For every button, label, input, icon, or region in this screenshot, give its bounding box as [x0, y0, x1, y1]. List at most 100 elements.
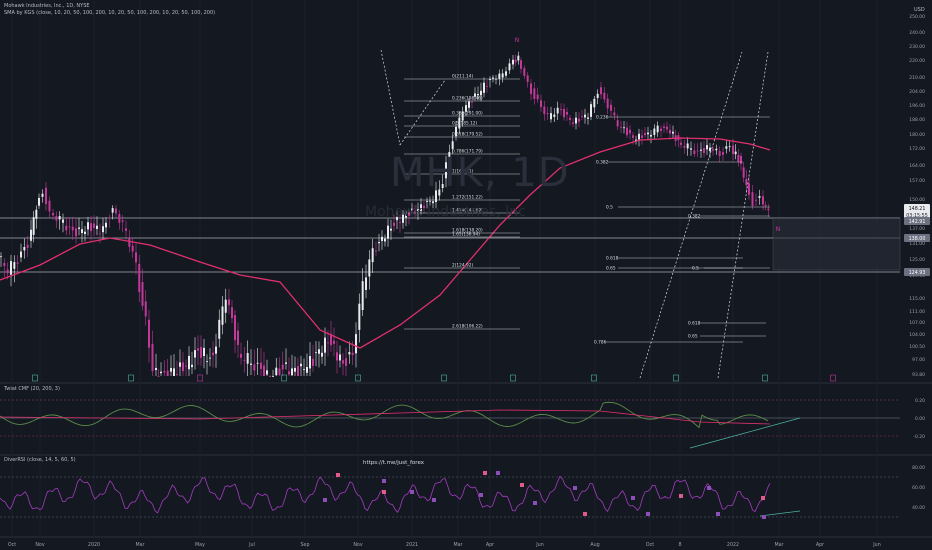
- candle-body: [93, 223, 95, 228]
- candle-body: [179, 362, 181, 367]
- candle-body: [231, 307, 233, 319]
- candle-body: [751, 192, 754, 206]
- event-marker: [441, 374, 447, 382]
- fib-level-label: 0.382(191.00): [452, 111, 483, 117]
- candle-body: [32, 217, 35, 235]
- countdown-badge: 03:15:55: [906, 213, 928, 219]
- candle-body: [68, 226, 71, 228]
- candle-body: [660, 128, 662, 132]
- candle-body: [10, 261, 12, 275]
- fib-level-label: 2(124.92): [452, 263, 473, 269]
- candle-body: [486, 85, 488, 87]
- telegram-link[interactable]: https://t.me/just_forex: [363, 460, 424, 466]
- candle-body: [748, 183, 750, 195]
- candle-body: [125, 228, 127, 231]
- candle-body: [477, 93, 479, 96]
- candle-body: [288, 371, 290, 375]
- divergence-marker: [762, 515, 766, 519]
- price-tick: 137.00: [909, 226, 925, 232]
- fib-right-label: 0.618: [688, 321, 701, 327]
- cmf-tick: -0.20: [913, 434, 925, 440]
- candle-body: [62, 219, 64, 223]
- divergence-marker: [573, 486, 577, 490]
- fib-level-label: 1.272(151.22): [452, 195, 483, 201]
- candle-body: [445, 162, 447, 179]
- projection-box: [772, 217, 901, 271]
- candle-body: [321, 352, 323, 357]
- candle-body: [566, 111, 568, 115]
- candle-body: [703, 148, 705, 153]
- candle-body: [501, 73, 504, 78]
- price-tick: 93.80: [912, 372, 925, 378]
- fib-level-label: 0.618(179.52): [452, 132, 483, 138]
- pattern-label-top: N: [515, 37, 520, 44]
- watermark-ticker: MHK, 1D: [390, 150, 570, 196]
- candle-body: [520, 60, 522, 69]
- candle-body: [718, 151, 721, 157]
- candle-body: [492, 77, 494, 79]
- cmf-indicator-label[interactable]: Twiat CMF (20, 200, 3): [4, 386, 60, 392]
- divergence-marker: [583, 512, 587, 516]
- candle-body: [250, 363, 252, 365]
- candle-body: [553, 114, 556, 117]
- candle-body: [361, 281, 364, 310]
- pattern-label-bottom: N: [776, 226, 781, 233]
- candle-body: [188, 355, 190, 370]
- candle-body: [722, 152, 724, 155]
- candle-body: [381, 236, 383, 241]
- price-tick: 164.00: [909, 163, 925, 169]
- candle-body: [81, 229, 83, 234]
- fib-level-label: 0.5(185.12): [452, 121, 478, 127]
- candle-body: [432, 201, 434, 204]
- candle-body: [755, 199, 757, 201]
- divergence-marker: [631, 496, 635, 500]
- candle-body: [550, 113, 552, 120]
- price-tick: 111.00: [909, 309, 925, 315]
- candle-body: [272, 376, 274, 377]
- candle-body: [429, 200, 431, 202]
- cmf-line: [0, 401, 769, 429]
- trend-line: [717, 51, 769, 379]
- candle-body: [587, 117, 589, 119]
- candle-body: [563, 108, 565, 118]
- candle-body: [215, 346, 217, 354]
- candle-body: [584, 114, 586, 118]
- event-marker: [32, 374, 38, 382]
- candle-body: [745, 179, 748, 186]
- cmf-signal-line: [0, 409, 771, 425]
- candle-body: [309, 356, 311, 369]
- time-tick: 2020: [88, 542, 100, 548]
- candle-body: [465, 105, 467, 112]
- divergence-marker: [520, 483, 524, 487]
- candle-body: [740, 155, 742, 164]
- candle-body: [212, 352, 214, 356]
- candle-body: [197, 348, 199, 351]
- candle-body: [569, 117, 571, 120]
- candle-body: [560, 109, 562, 111]
- candle-body: [709, 147, 711, 152]
- sma-200-line: [0, 137, 771, 349]
- candle-body: [71, 226, 74, 231]
- candle-body: [333, 340, 335, 344]
- candle-body: [378, 242, 380, 244]
- sma-indicator-label[interactable]: SMA by KGS (close, 10, 20, 50, 100, 200,…: [4, 10, 216, 16]
- candle-body: [194, 350, 196, 358]
- divergence-marker: [646, 512, 650, 516]
- candle-body: [603, 92, 606, 100]
- candle-body: [300, 363, 302, 367]
- candle-body: [35, 209, 38, 219]
- candle-body: [438, 189, 441, 196]
- divergence-marker: [533, 501, 537, 505]
- candle-body: [399, 222, 401, 224]
- candle-body: [90, 223, 92, 232]
- time-tick: Mar: [453, 542, 462, 548]
- symbol-title[interactable]: Mohawk Industries, Inc., 1D, NYSE: [4, 3, 90, 9]
- rsi-indicator-label[interactable]: DiverRSI (close, 14, 5, 60, 5): [4, 457, 76, 463]
- candle-body: [170, 367, 172, 372]
- candle-body: [141, 282, 144, 306]
- event-marker: [128, 374, 134, 382]
- candle-body: [572, 122, 574, 124]
- candle-body: [303, 369, 305, 370]
